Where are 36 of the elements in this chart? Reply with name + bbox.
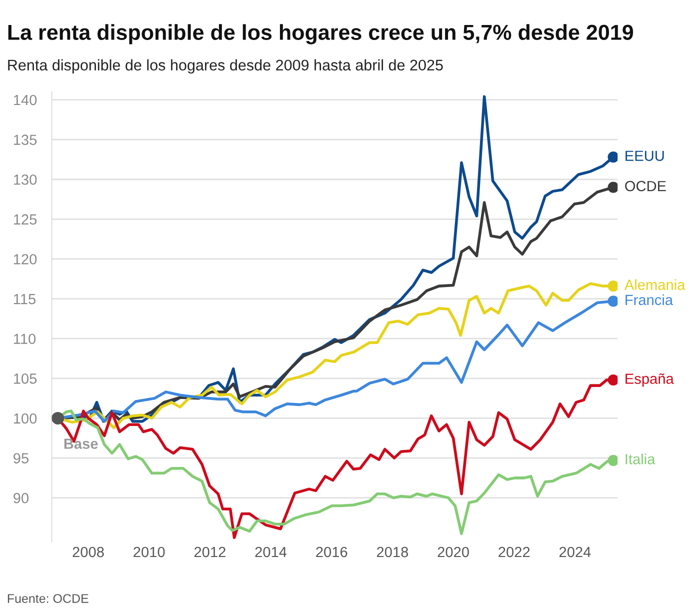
chart-title: La renta disponible de los hogares crece un 5,7% desde 2019 xyxy=(8,24,634,44)
y-tick-label: 135 xyxy=(14,134,37,145)
chart-subtitle: Renta disponible de los hogares desde 2009 hasta abril de 2025 xyxy=(8,59,443,74)
series-label: España xyxy=(626,373,674,387)
point xyxy=(608,152,618,163)
point xyxy=(608,454,618,466)
x-tick-label: 2022 xyxy=(498,546,530,558)
y-tick-label: 105 xyxy=(14,374,37,384)
series-label: OCDE xyxy=(625,180,666,192)
y-tick-label: 115 xyxy=(14,294,36,304)
point xyxy=(608,374,618,386)
series-label: Francia xyxy=(626,294,674,306)
series-label: Italia xyxy=(626,454,656,464)
y-tick-label: 90 xyxy=(14,492,29,504)
annotation: Base xyxy=(64,438,98,449)
y-tick-label: 120 xyxy=(14,254,37,264)
series-label: Alemania xyxy=(624,279,686,290)
x-tick-label: 2024 xyxy=(559,546,591,558)
point xyxy=(608,280,618,292)
series-label: EEUU xyxy=(626,150,664,161)
source-note: Fuente: OCDE xyxy=(8,594,88,603)
x-tick-label: 2014 xyxy=(255,546,287,558)
y-tick-label: 125 xyxy=(14,214,37,225)
x-tick-label: 2012 xyxy=(194,546,226,558)
y-tick-label: 140 xyxy=(14,94,37,106)
point xyxy=(608,296,618,307)
x-tick-label: 2018 xyxy=(376,546,408,558)
x-tick-label: 2020 xyxy=(438,546,469,558)
x-tick-label: 2016 xyxy=(316,546,348,558)
y-tick-label: 95 xyxy=(14,453,28,464)
y-tick-label: 100 xyxy=(14,413,37,424)
point xyxy=(608,182,618,193)
x-tick-label: 2008 xyxy=(72,546,104,558)
y-tick-label: 110 xyxy=(14,334,36,344)
y-tick-label: 130 xyxy=(14,174,37,185)
x-tick-label: 2010 xyxy=(134,546,165,558)
